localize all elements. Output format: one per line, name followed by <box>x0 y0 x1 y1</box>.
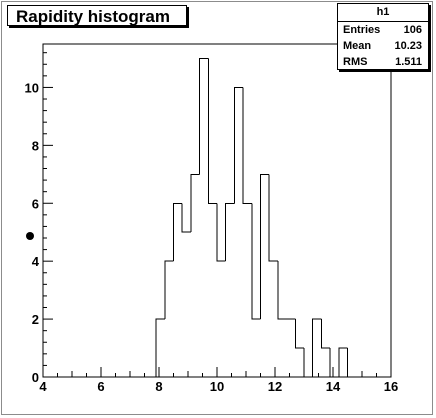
axis-tick-labels: 4 6 8 10 12 14 16 0 2 4 6 8 10 <box>25 80 399 394</box>
y-tick-label: 6 <box>32 196 39 211</box>
histogram-bin <box>251 203 261 320</box>
stats-row-mean: Mean 10.23 <box>338 38 428 54</box>
histogram-steps <box>43 57 391 378</box>
histogram-bin <box>303 348 313 378</box>
histogram-bin <box>155 318 165 377</box>
histogram-bin <box>338 347 348 377</box>
stats-value-mean: 10.23 <box>394 40 422 52</box>
marker-dot <box>26 232 34 240</box>
histogram-bin <box>347 348 357 378</box>
x-tick-label: 14 <box>326 379 341 394</box>
chart-title: Rapidity histogram <box>16 7 170 26</box>
histogram-bin <box>216 203 226 262</box>
histogram-bin <box>268 174 278 262</box>
histogram-bin <box>329 348 339 378</box>
stats-row-rms: RMS 1.511 <box>338 54 428 70</box>
histogram-bin <box>190 173 200 233</box>
y-tick-label: 0 <box>32 370 39 385</box>
y-tick-label: 2 <box>32 312 39 327</box>
x-tick-label: 10 <box>210 379 224 394</box>
x-tick-label: 4 <box>39 379 47 394</box>
histogram-bin <box>164 260 174 320</box>
histogram-bin <box>312 318 322 377</box>
histogram-bin <box>320 319 331 349</box>
x-tick-label: 6 <box>97 379 104 394</box>
y-tick-label: 8 <box>32 138 39 153</box>
histogram-bin <box>277 261 287 320</box>
stats-row-entries: Entries 106 <box>338 22 428 38</box>
histogram-bin <box>207 58 217 204</box>
histogram-bin <box>225 202 235 262</box>
x-tick-label: 16 <box>384 379 398 394</box>
stats-value-rms: 1.511 <box>395 56 422 68</box>
title-box: Rapidity histogram <box>7 5 187 26</box>
stats-label-mean: Mean <box>343 40 372 52</box>
stats-label-entries: Entries <box>343 24 381 36</box>
y-tick-label: 10 <box>25 80 39 95</box>
stats-box: h1 Entries 106 Mean 10.23 RMS 1.511 <box>337 3 429 70</box>
histogram-bin <box>181 203 191 233</box>
x-tick-label: 8 <box>155 379 162 394</box>
histogram-bin <box>260 173 270 320</box>
x-tick-label: 12 <box>268 379 282 394</box>
histogram-bin <box>199 57 209 175</box>
stats-value-entries: 106 <box>403 24 422 36</box>
axis-ticks <box>42 52 392 378</box>
stats-label-rms: RMS <box>343 56 368 68</box>
y-tick-label: 4 <box>32 254 40 269</box>
histogram-bin <box>173 202 183 262</box>
histogram-bin <box>294 319 304 349</box>
histogram-bin <box>242 87 252 204</box>
histogram-bin <box>233 86 244 204</box>
stats-histogram-name: h1 <box>338 4 428 22</box>
